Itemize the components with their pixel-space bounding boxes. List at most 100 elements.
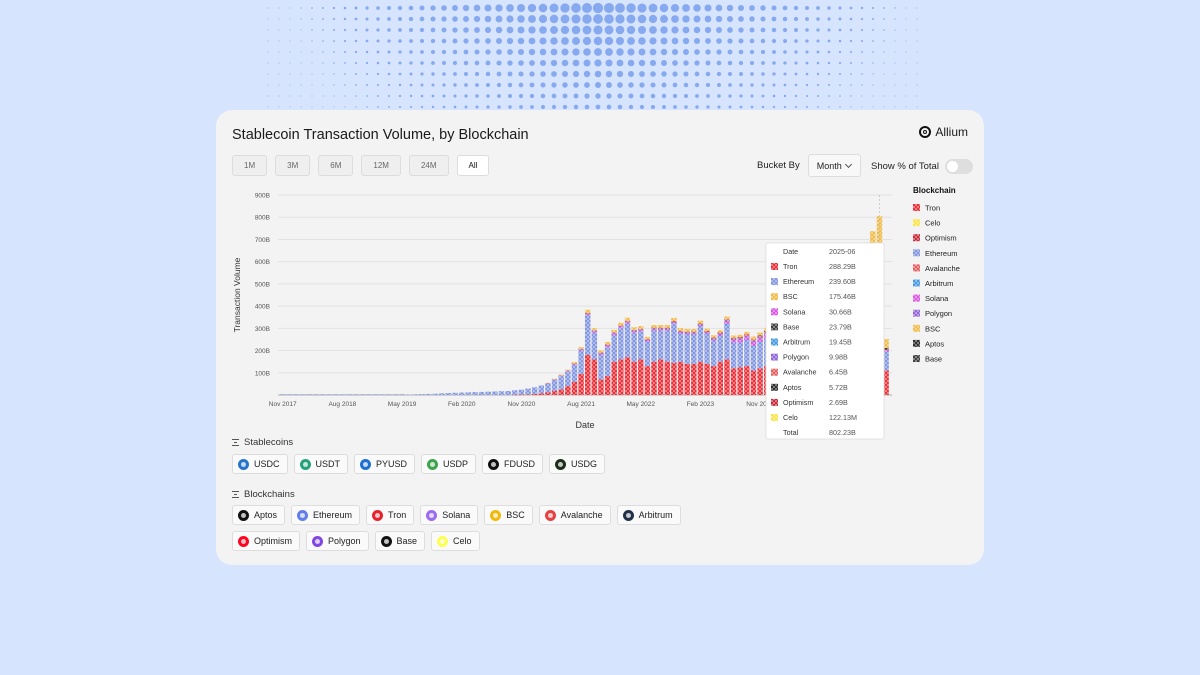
bar-segment-avalanche[interactable] [750,339,757,341]
bar-segment-bsc[interactable] [585,309,591,313]
bar-segment-tron[interactable] [704,363,710,395]
bar-segment-tron[interactable] [883,370,889,395]
bar-segment-ethereum[interactable] [737,343,743,368]
bar-segment-optimism[interactable] [691,331,697,333]
bar-segment-solana[interactable] [604,346,611,348]
legend-label-ethereum[interactable]: Ethereum [925,249,958,258]
bar-segment-solana[interactable] [571,364,578,365]
bar-segment-ethereum[interactable] [638,331,644,360]
bar-segment-solana[interactable] [704,333,710,335]
bar-segment-optimism[interactable] [744,334,750,335]
bar-segment-ethereum[interactable] [744,341,750,367]
bar-segment-tron[interactable] [750,370,757,395]
legend-label-tron[interactable]: Tron [925,204,940,213]
bar-segment-polygon[interactable] [604,345,611,347]
bar-segment-ethereum[interactable] [459,392,465,395]
bar-segment-tron[interactable] [525,394,531,395]
bar-segment-solana[interactable] [565,371,571,372]
range-button-12m[interactable]: 12M [361,155,401,176]
bar-segment-solana[interactable] [551,379,558,381]
bar-segment-solana[interactable] [883,350,889,352]
bar-segment-aptos[interactable] [883,347,889,349]
bar-segment-arbitrum[interactable] [730,342,737,344]
chip-usdg[interactable]: USDG [549,454,606,474]
bar-segment-bsc[interactable] [664,325,671,328]
bar-segment-optimism[interactable] [717,332,724,333]
bar-segment-ethereum[interactable] [611,335,617,362]
bar-segment-polygon[interactable] [671,321,677,324]
bar-segment-optimism[interactable] [730,337,737,339]
bar-segment-ethereum[interactable] [883,352,889,371]
bar-segment-bsc[interactable] [598,350,604,353]
bar-segment-avalanche[interactable] [730,338,737,339]
bar-segment-avalanche[interactable] [604,344,611,346]
bar-segment-tron[interactable] [512,394,518,396]
bar-segment-ethereum[interactable] [465,392,472,395]
bar-segment-bsc[interactable] [757,332,763,336]
bar-segment-avalanche[interactable] [611,332,617,333]
bar-segment-optimism[interactable] [651,327,657,329]
chip-usdp[interactable]: USDP [421,454,477,474]
bar-segment-ethereum[interactable] [578,350,584,374]
chip-usdt[interactable]: USDT [293,454,349,474]
bar-segment-tron[interactable] [717,361,724,395]
bar-segment-tron[interactable] [558,389,564,395]
bar-segment-optimism[interactable] [883,349,889,350]
bar-segment-ethereum[interactable] [677,333,684,362]
bar-segment-ethereum[interactable] [724,325,730,360]
bar-segment-arbitrum[interactable] [737,342,743,344]
bar-segment-tron[interactable] [611,361,617,395]
bar-segment-tron[interactable] [631,361,637,395]
bar-segment-ethereum[interactable] [644,341,651,367]
bar-segment-ethereum[interactable] [604,347,611,377]
range-button-3m[interactable]: 3M [275,155,311,176]
bar-segment-avalanche[interactable] [671,321,677,322]
bar-segment-avalanche[interactable] [598,352,604,354]
bar-segment-arbitrum[interactable] [691,334,697,336]
bar-segment-optimism[interactable] [737,337,743,338]
bar-segment-tron[interactable] [604,376,611,395]
bar-segment-bsc[interactable] [618,322,624,326]
bar-segment-polygon[interactable] [750,340,757,343]
bar-segment-solana[interactable] [638,330,644,332]
bar-segment-tron[interactable] [578,373,584,395]
bar-segment-tron[interactable] [684,363,690,395]
bar-segment-polygon[interactable] [657,328,664,330]
bar-segment-solana[interactable] [585,314,591,315]
bar-segment-solana[interactable] [651,329,657,331]
range-button-all[interactable]: All [456,155,490,176]
bar-segment-avalanche[interactable] [691,331,697,333]
chip-arbitrum[interactable]: Arbitrum [616,505,681,525]
bar-segment-avalanche[interactable] [638,328,644,330]
bar-segment-ethereum[interactable] [571,365,578,382]
bar-segment-polygon[interactable] [638,329,644,331]
bar-segment-ethereum[interactable] [691,335,697,364]
bar-segment-solana[interactable] [618,327,624,329]
bar-segment-polygon[interactable] [651,328,657,330]
bar-segment-ethereum[interactable] [452,392,458,395]
bar-segment-polygon[interactable] [598,353,604,355]
bar-segment-tron[interactable] [644,366,651,395]
bar-segment-polygon[interactable] [585,313,591,315]
bar-segment-polygon[interactable] [704,332,710,334]
bar-segment-polygon[interactable] [624,321,631,323]
legend-label-bsc[interactable]: BSC [925,324,941,333]
bar-segment-avalanche[interactable] [744,334,750,336]
bar-segment-optimism[interactable] [677,330,684,332]
bar-segment-tron[interactable] [757,368,763,395]
bar-segment-bsc[interactable] [724,316,730,320]
bar-segment-ethereum[interactable] [425,393,432,395]
legend-label-celo[interactable]: Celo [925,219,940,228]
bar-segment-ethereum[interactable] [525,388,531,395]
bar-segment-solana[interactable] [677,333,684,334]
bar-segment-tron[interactable] [730,368,737,395]
bar-segment-bsc[interactable] [671,317,677,321]
bar-segment-tron[interactable] [618,359,624,395]
bar-segment-bsc[interactable] [545,382,551,384]
bar-segment-tron[interactable] [585,355,591,395]
bar-segment-bsc[interactable] [744,331,750,335]
bar-segment-bsc[interactable] [611,329,617,333]
bar-segment-ethereum[interactable] [730,343,737,369]
range-button-1m[interactable]: 1M [232,155,268,176]
bar-segment-avalanche[interactable] [757,335,763,337]
